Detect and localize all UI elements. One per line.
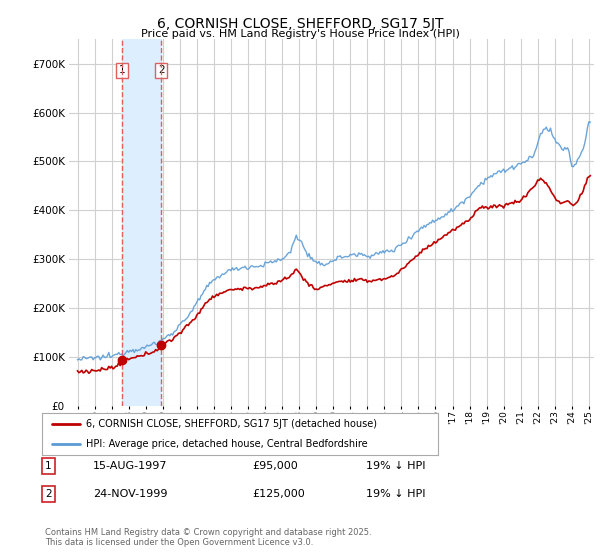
Bar	[122, 39, 161, 406]
Text: 6, CORNISH CLOSE, SHEFFORD, SG17 5JT: 6, CORNISH CLOSE, SHEFFORD, SG17 5JT	[157, 17, 443, 31]
Text: 1: 1	[45, 461, 52, 471]
Text: Contains HM Land Registry data © Crown copyright and database right 2025.
This d: Contains HM Land Registry data © Crown c…	[45, 528, 371, 547]
Text: 19% ↓ HPI: 19% ↓ HPI	[366, 489, 425, 499]
Text: £125,000: £125,000	[252, 489, 305, 499]
Text: 15-AUG-1997: 15-AUG-1997	[93, 461, 167, 471]
Text: Price paid vs. HM Land Registry's House Price Index (HPI): Price paid vs. HM Land Registry's House …	[140, 29, 460, 39]
Text: £95,000: £95,000	[252, 461, 298, 471]
Text: HPI: Average price, detached house, Central Bedfordshire: HPI: Average price, detached house, Cent…	[86, 439, 367, 449]
Text: 19% ↓ HPI: 19% ↓ HPI	[366, 461, 425, 471]
Text: 2: 2	[45, 489, 52, 499]
Text: 24-NOV-1999: 24-NOV-1999	[93, 489, 167, 499]
Text: 2: 2	[158, 66, 164, 76]
Text: 1: 1	[119, 66, 125, 76]
Text: 6, CORNISH CLOSE, SHEFFORD, SG17 5JT (detached house): 6, CORNISH CLOSE, SHEFFORD, SG17 5JT (de…	[86, 419, 377, 430]
